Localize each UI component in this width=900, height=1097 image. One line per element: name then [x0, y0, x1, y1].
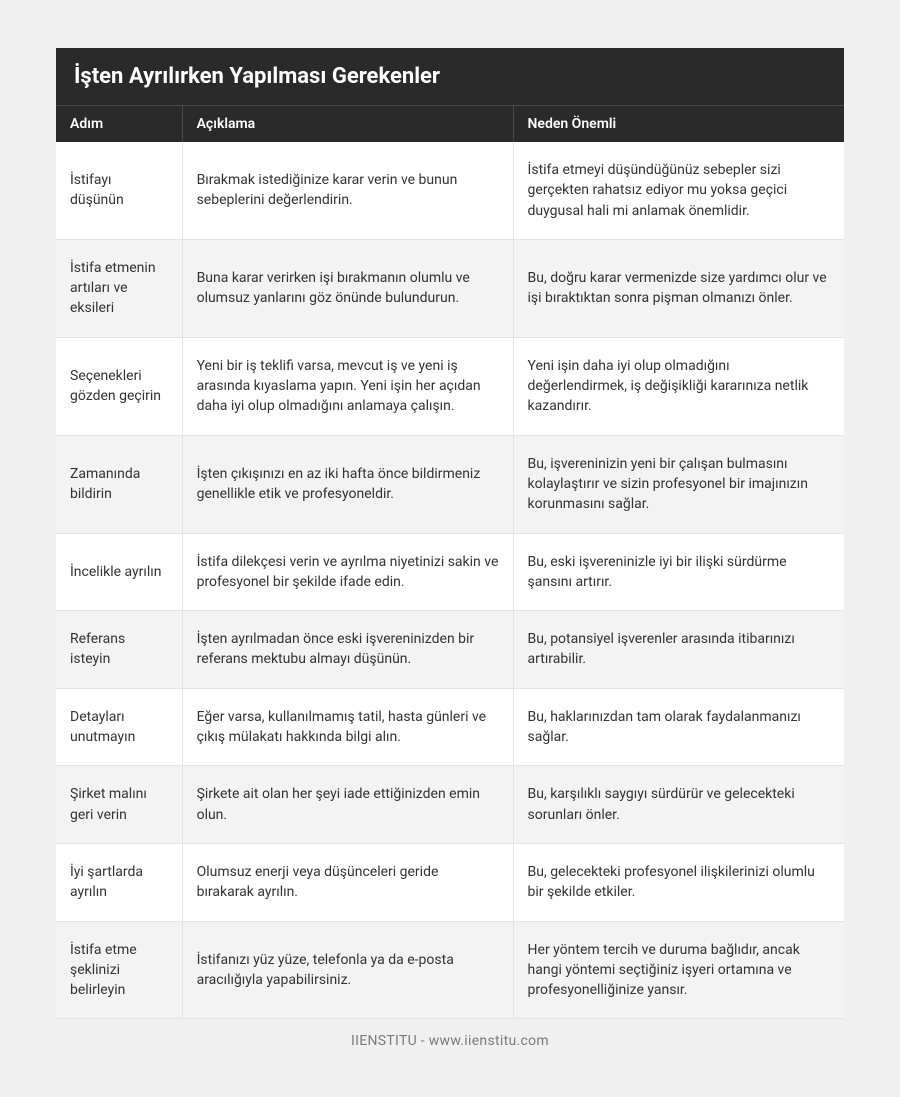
footer-attribution: IIENSTITU - www.iienstitu.com: [56, 1033, 844, 1049]
table-row: İstifa etme şeklinizi belirleyin İstifan…: [56, 921, 844, 1019]
cell-why: Bu, eski işvereninizle iyi bir ilişki sü…: [513, 533, 844, 611]
cell-step: İyi şartlarda ayrılın: [56, 843, 182, 921]
table-row: İstifa etmenin artıları ve eksileri Buna…: [56, 239, 844, 337]
table-row: Zamanında bildirin İşten çıkışınızı en a…: [56, 435, 844, 533]
table-wrapper: İşten Ayrılırken Yapılması Gerekenler Ad…: [56, 48, 844, 1049]
cell-desc: İşten ayrılmadan önce eski işvereninizde…: [182, 611, 513, 689]
cell-step: İstifa etmenin artıları ve eksileri: [56, 239, 182, 337]
cell-step: Zamanında bildirin: [56, 435, 182, 533]
cell-why: Her yöntem tercih ve duruma bağlıdır, an…: [513, 921, 844, 1019]
table-row: Şirket malını geri verin Şirkete ait ola…: [56, 766, 844, 844]
cell-why: Bu, işvereninizin yeni bir çalışan bulma…: [513, 435, 844, 533]
cell-why: Bu, karşılıklı saygıyı sürdürür ve gelec…: [513, 766, 844, 844]
cell-step: İncelikle ayrılın: [56, 533, 182, 611]
cell-step: İstifa etme şeklinizi belirleyin: [56, 921, 182, 1019]
cell-desc: Bırakmak istediğinize karar verin ve bun…: [182, 142, 513, 239]
column-header-why: Neden Önemli: [513, 106, 844, 142]
cell-step: Şirket malını geri verin: [56, 766, 182, 844]
table-row: Seçenekleri gözden geçirin Yeni bir iş t…: [56, 337, 844, 435]
cell-why: İstifa etmeyi düşündüğünüz sebepler sizi…: [513, 142, 844, 239]
cell-desc: İstifanızı yüz yüze, telefonla ya da e-p…: [182, 921, 513, 1019]
cell-why: Bu, gelecekteki profesyonel ilişkilerini…: [513, 843, 844, 921]
table-header: Adım Açıklama Neden Önemli: [56, 106, 844, 142]
cell-step: İstifayı düşünün: [56, 142, 182, 239]
cell-step: Seçenekleri gözden geçirin: [56, 337, 182, 435]
cell-desc: Yeni bir iş teklifi varsa, mevcut iş ve …: [182, 337, 513, 435]
table-row: İyi şartlarda ayrılın Olumsuz enerji vey…: [56, 843, 844, 921]
cell-desc: Olumsuz enerji veya düşünceleri geride b…: [182, 843, 513, 921]
cell-why: Yeni işin daha iyi olup olmadığını değer…: [513, 337, 844, 435]
cell-why: Bu, doğru karar vermenizde size yardımcı…: [513, 239, 844, 337]
table-row: İstifayı düşünün Bırakmak istediğinize k…: [56, 142, 844, 239]
cell-desc: Buna karar verirken işi bırakmanın oluml…: [182, 239, 513, 337]
table-row: Referans isteyin İşten ayrılmadan önce e…: [56, 611, 844, 689]
resignation-steps-table: İşten Ayrılırken Yapılması Gerekenler Ad…: [56, 48, 844, 1019]
cell-desc: Eğer varsa, kullanılmamış tatil, hasta g…: [182, 688, 513, 766]
cell-why: Bu, potansiyel işverenler arasında itiba…: [513, 611, 844, 689]
table-row: Detayları unutmayın Eğer varsa, kullanıl…: [56, 688, 844, 766]
table-body: İstifayı düşünün Bırakmak istediğinize k…: [56, 142, 844, 1019]
column-header-desc: Açıklama: [182, 106, 513, 142]
table-row: İncelikle ayrılın İstifa dilekçesi verin…: [56, 533, 844, 611]
cell-why: Bu, haklarınızdan tam olarak faydalanman…: [513, 688, 844, 766]
cell-step: Detayları unutmayın: [56, 688, 182, 766]
table-caption: İşten Ayrılırken Yapılması Gerekenler: [56, 48, 844, 106]
cell-desc: İşten çıkışınızı en az iki hafta önce bi…: [182, 435, 513, 533]
column-header-step: Adım: [56, 106, 182, 142]
cell-desc: İstifa dilekçesi verin ve ayrılma niyeti…: [182, 533, 513, 611]
cell-step: Referans isteyin: [56, 611, 182, 689]
table-header-row: Adım Açıklama Neden Önemli: [56, 106, 844, 142]
cell-desc: Şirkete ait olan her şeyi iade ettiğiniz…: [182, 766, 513, 844]
